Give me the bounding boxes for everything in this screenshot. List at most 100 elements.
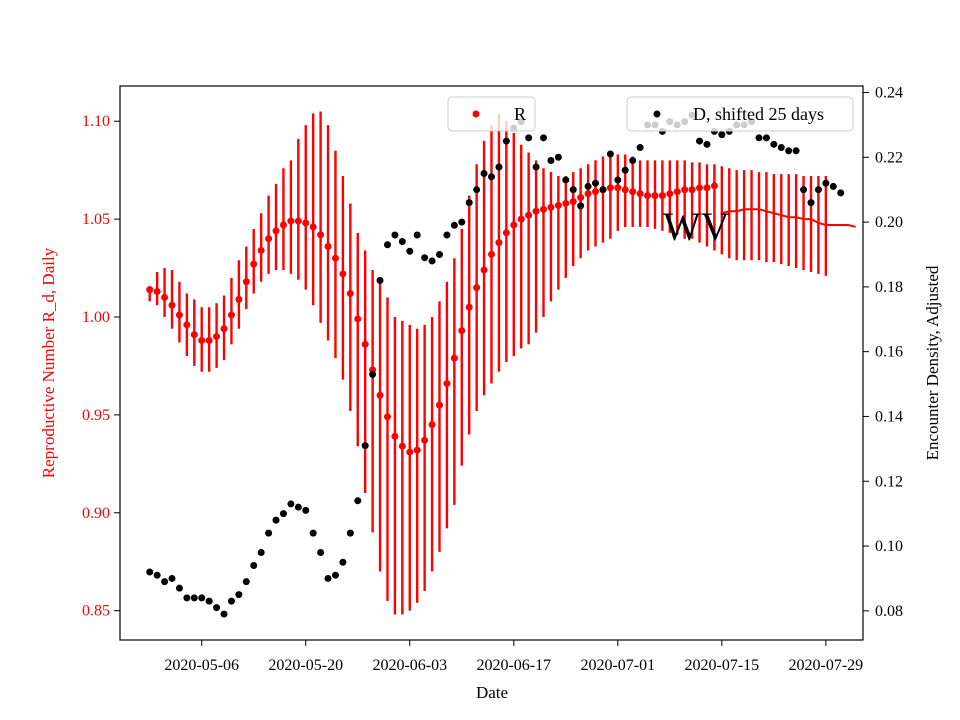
d-point [220, 610, 228, 618]
r-point [146, 286, 154, 294]
r-point [502, 229, 510, 237]
r-point [435, 401, 443, 409]
d-point [577, 202, 585, 210]
r-point [584, 190, 592, 198]
d-point [272, 516, 280, 524]
d-point [361, 442, 369, 450]
r-point [324, 243, 332, 251]
r-point [480, 266, 488, 274]
r-point [666, 190, 674, 198]
d-point [339, 558, 347, 566]
d-point [636, 144, 644, 152]
d-point [703, 140, 711, 148]
y-right-tick-label: 0.16 [875, 344, 903, 361]
r-point [406, 448, 414, 456]
r-point [421, 436, 429, 444]
r-point [614, 184, 622, 192]
r-point [250, 260, 258, 268]
r-point [213, 333, 221, 341]
r-point [287, 217, 295, 225]
d-point [398, 238, 406, 246]
r-point [681, 186, 689, 194]
r-point [510, 221, 518, 229]
r-point [710, 182, 718, 190]
d-point [265, 529, 273, 537]
plot-frame [119, 85, 864, 641]
d-point [435, 250, 443, 258]
r-line-layer [721, 208, 856, 228]
r-point [354, 315, 362, 323]
d-point [473, 186, 481, 194]
d-point [250, 561, 258, 569]
d-point [227, 597, 235, 605]
r-point [190, 331, 198, 339]
d-point [465, 199, 473, 207]
d-point [213, 604, 221, 612]
d-point [629, 157, 637, 165]
d-point [696, 137, 704, 145]
x-tick-label: 2020-06-17 [476, 657, 551, 674]
d-point [294, 503, 302, 511]
d-point [235, 591, 243, 599]
d-point [532, 163, 540, 171]
r-point [458, 327, 466, 335]
d-point [369, 370, 377, 378]
r-point [651, 192, 659, 200]
r-point [673, 188, 681, 196]
d-point [168, 574, 176, 582]
r-point [227, 311, 235, 319]
r-point [302, 219, 310, 227]
r-point [279, 221, 287, 229]
d-point [480, 169, 488, 177]
d-point [279, 510, 287, 518]
d-point [346, 529, 354, 537]
r-point [606, 184, 614, 192]
r-point [205, 336, 213, 344]
y-left-tick-label: 1.10 [82, 113, 110, 130]
r-point [658, 192, 666, 200]
y-axis-left-title: Reproductive Number R_d, Daily [39, 247, 58, 478]
x-tick-label: 2020-07-15 [685, 657, 760, 674]
d-point [829, 182, 837, 190]
y-right-tick-label: 0.22 [875, 149, 903, 166]
r-point [161, 293, 169, 301]
d-point [309, 529, 317, 537]
d-point [599, 186, 607, 194]
d-point [383, 241, 391, 249]
d-point [198, 594, 206, 602]
r-point [569, 197, 577, 205]
d-point [584, 182, 592, 190]
r-point [577, 194, 585, 202]
legend-r-box [447, 96, 536, 132]
y-left-tick-label: 1.05 [82, 211, 110, 228]
d-point [777, 144, 785, 152]
r-point [220, 325, 228, 333]
x-tick-label: 2020-07-01 [580, 657, 655, 674]
d-point [391, 231, 399, 239]
d-point [183, 594, 191, 602]
x-tick-label: 2020-05-20 [268, 657, 343, 674]
r-point [391, 432, 399, 440]
d-point [406, 247, 414, 255]
d-point [302, 506, 310, 514]
d-point [242, 578, 250, 586]
legend-d-box [626, 96, 854, 132]
axes-layer: 2020-05-06 2020-05-20 2020-06-03 2020-06-17… [82, 84, 903, 674]
r-point [443, 380, 451, 388]
d-point [592, 179, 600, 187]
d-point [413, 231, 421, 239]
d-point [540, 134, 548, 142]
r-point [153, 288, 161, 296]
x-tick-label: 2020-06-03 [372, 657, 447, 674]
r-point [257, 246, 265, 254]
d-point [562, 176, 570, 184]
r-point [235, 295, 243, 303]
state-annotation: WV [663, 204, 730, 249]
d-point [428, 257, 436, 265]
r-point [532, 207, 540, 215]
y-axis-right-title: Encounter Density, Adjusted [923, 265, 942, 460]
r-point [331, 254, 339, 262]
y-left-tick-label: 0.95 [82, 407, 110, 424]
legend-d: D, shifted 25 days [626, 96, 854, 132]
